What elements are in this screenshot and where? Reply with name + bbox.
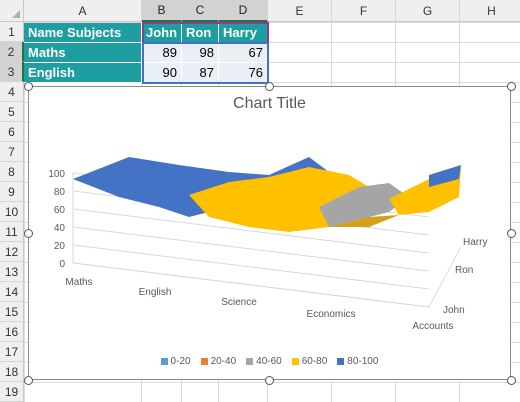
column-header-b[interactable]: B xyxy=(142,0,182,22)
select-all-corner[interactable] xyxy=(0,0,24,22)
cell-A3[interactable]: English xyxy=(24,63,142,83)
row-header-13[interactable]: 13 xyxy=(0,262,24,282)
cell-B2[interactable]: 89 xyxy=(142,43,182,63)
legend-label: 0-20 xyxy=(170,356,191,367)
resize-handle-bottom[interactable] xyxy=(265,376,274,385)
row-header-1[interactable]: 1 xyxy=(0,22,24,42)
chart-area[interactable]: Chart Title 0 xyxy=(28,86,511,380)
resize-handle-bottom-left[interactable] xyxy=(24,376,33,385)
row-header-9[interactable]: 9 xyxy=(0,182,24,202)
z-tick-label: 100 xyxy=(48,169,65,180)
legend-item[interactable]: 60-80 xyxy=(291,356,328,367)
legend-swatch xyxy=(291,358,299,365)
category-label: Economics xyxy=(307,309,356,320)
column-header-a[interactable]: A xyxy=(24,0,142,22)
surface-shadow-band xyxy=(329,215,399,227)
gridline-40 xyxy=(72,226,430,272)
row-header-16[interactable]: 16 xyxy=(0,322,24,342)
row-header-7[interactable]: 7 xyxy=(0,142,24,162)
cell-B3[interactable]: 90 xyxy=(142,63,182,83)
row-header-19[interactable]: 19 xyxy=(0,382,24,402)
column-header-c[interactable]: C xyxy=(182,0,219,22)
cell-D1[interactable]: Harry xyxy=(219,23,268,43)
gridline-60 xyxy=(72,208,430,254)
legend-label: 40-60 xyxy=(256,356,282,367)
category-label: English xyxy=(139,287,172,298)
z-tick-label: 80 xyxy=(54,187,66,198)
cell-A2[interactable]: Maths xyxy=(24,43,142,63)
legend-item[interactable]: 0-20 xyxy=(160,356,191,367)
legend-swatch xyxy=(200,358,208,365)
resize-handle-top[interactable] xyxy=(265,82,274,91)
row-header-17[interactable]: 17 xyxy=(0,342,24,362)
z-tick-label: 40 xyxy=(54,223,66,234)
legend-label: 20-40 xyxy=(210,356,237,367)
cell-D2[interactable]: 67 xyxy=(219,43,268,63)
column-header-d[interactable]: D xyxy=(219,0,268,22)
depth-label: Ron xyxy=(455,265,473,276)
row-header-2[interactable]: 2 xyxy=(0,42,24,62)
cell-C1[interactable]: Ron xyxy=(182,23,219,43)
chart-legend[interactable]: 0-20 20-40 40-60 60-80 80-100 xyxy=(29,356,510,367)
gridline-20 xyxy=(72,244,430,290)
z-tick-label: 0 xyxy=(59,259,65,270)
legend-swatch xyxy=(246,358,254,365)
surface-band-40-60 xyxy=(319,183,409,227)
row-header-18[interactable]: 18 xyxy=(0,362,24,382)
chart-title[interactable]: Chart Title xyxy=(233,95,306,112)
category-label: Maths xyxy=(65,277,92,288)
resize-handle-top-right[interactable] xyxy=(507,82,516,91)
cell-A1[interactable]: Name Subjects xyxy=(24,23,142,43)
legend-item[interactable]: 20-40 xyxy=(200,356,237,367)
legend-swatch xyxy=(337,358,345,365)
row-header-11[interactable]: 11 xyxy=(0,222,24,242)
legend-label: 60-80 xyxy=(301,356,328,367)
row-header-4[interactable]: 4 xyxy=(0,82,24,102)
surface-band-80-100-b xyxy=(429,165,461,187)
cell-B1[interactable]: John xyxy=(142,23,182,43)
resize-handle-bottom-right[interactable] xyxy=(507,376,516,385)
row-header-6[interactable]: 6 xyxy=(0,122,24,142)
row-header-14[interactable]: 14 xyxy=(0,282,24,302)
legend-label: 80-100 xyxy=(347,356,379,367)
cell-D3[interactable]: 76 xyxy=(219,63,268,83)
row-header-3[interactable]: 3 xyxy=(0,62,24,82)
surface-band-80-100 xyxy=(73,157,329,217)
row-header-10[interactable]: 10 xyxy=(0,202,24,222)
cell-C2[interactable]: 98 xyxy=(182,43,219,63)
column-header-e[interactable]: E xyxy=(268,0,332,22)
legend-item[interactable]: 40-60 xyxy=(246,356,282,367)
resize-handle-top-left[interactable] xyxy=(24,82,33,91)
resize-handle-left[interactable] xyxy=(24,229,33,238)
row-header-15[interactable]: 15 xyxy=(0,302,24,322)
row-header-5[interactable]: 5 xyxy=(0,102,24,122)
row-header-12[interactable]: 12 xyxy=(0,242,24,262)
legend-swatch xyxy=(160,358,168,365)
z-tick-label: 60 xyxy=(54,205,66,216)
floor-edge xyxy=(72,246,462,308)
legend-item[interactable]: 80-100 xyxy=(337,356,378,367)
resize-handle-right[interactable] xyxy=(507,229,516,238)
category-label: Science xyxy=(221,297,257,308)
depth-label: John xyxy=(443,305,465,316)
surface-mesh xyxy=(73,157,461,232)
cell-C3[interactable]: 87 xyxy=(182,63,219,83)
row-header-8[interactable]: 8 xyxy=(0,162,24,182)
column-header-f[interactable]: F xyxy=(332,0,396,22)
depth-label: Harry xyxy=(463,237,487,248)
z-tick-label: 20 xyxy=(54,241,66,252)
column-header-h[interactable]: H xyxy=(460,0,520,22)
surface-plot[interactable]: 0 20 40 60 80 100 Maths English Science … xyxy=(29,87,510,379)
category-label: Accounts xyxy=(412,321,453,332)
column-header-g[interactable]: G xyxy=(396,0,460,22)
